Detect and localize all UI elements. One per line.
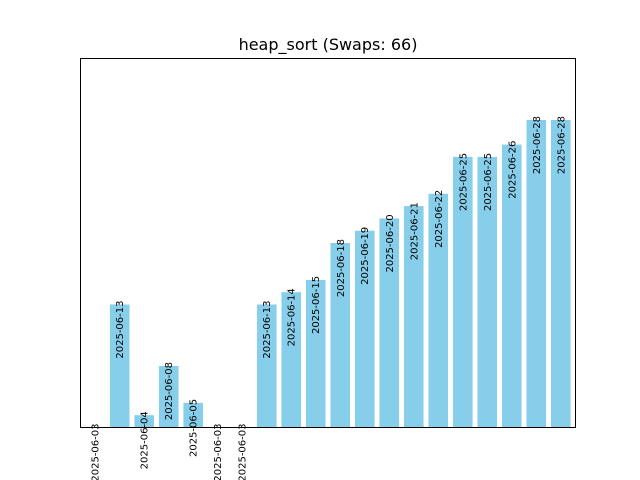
bar-label-14: 2025-06-22: [434, 190, 445, 248]
bar-label-17: 2025-06-26: [507, 141, 518, 199]
labels-layer: 2025-06-03 2025-06-13 2025-06-04 2025-06-08…: [91, 116, 568, 480]
bar-3: [158, 366, 179, 428]
bar-label-6: 2025-06-03: [238, 424, 249, 480]
bar-11: [354, 230, 375, 428]
bar-label-19: 2025-06-28: [556, 116, 567, 174]
bar-label-10: 2025-06-18: [336, 239, 347, 297]
bar-label-2: 2025-06-04: [140, 411, 151, 469]
bar-10: [330, 243, 351, 428]
bar-label-12: 2025-06-20: [385, 214, 396, 272]
bar-18: [526, 120, 547, 428]
bar-label-11: 2025-06-19: [360, 227, 371, 285]
bars-layer: [109, 120, 571, 428]
bar-label-9: 2025-06-15: [311, 276, 322, 334]
bar-label-18: 2025-06-28: [532, 116, 543, 174]
bar-8: [281, 292, 302, 428]
bar-15: [452, 156, 473, 428]
bar-label-1: 2025-06-13: [115, 301, 126, 359]
chart-title: heap_sort (Swaps: 66): [239, 35, 418, 55]
bar-label-7: 2025-06-13: [262, 301, 273, 359]
bar-label-15: 2025-06-25: [458, 153, 469, 211]
bar-13: [403, 206, 424, 428]
bar-label-5: 2025-06-03: [213, 424, 224, 480]
bar-16: [477, 156, 498, 428]
bar-label-0: 2025-06-03: [91, 424, 102, 480]
bar-label-3: 2025-06-08: [164, 362, 175, 420]
bar-label-8: 2025-06-14: [287, 288, 298, 346]
bar-14: [428, 193, 449, 428]
bar-9: [305, 279, 326, 428]
bar-17: [501, 144, 522, 428]
bar-12: [379, 218, 400, 428]
bar-1: [109, 304, 130, 428]
bar-4: [183, 402, 204, 428]
plot-frame: [80, 58, 576, 428]
bar-label-13: 2025-06-21: [409, 202, 420, 260]
bar-2: [134, 415, 155, 428]
bar-label-16: 2025-06-25: [483, 153, 494, 211]
bar-19: [551, 120, 571, 428]
bar-7: [256, 304, 277, 428]
